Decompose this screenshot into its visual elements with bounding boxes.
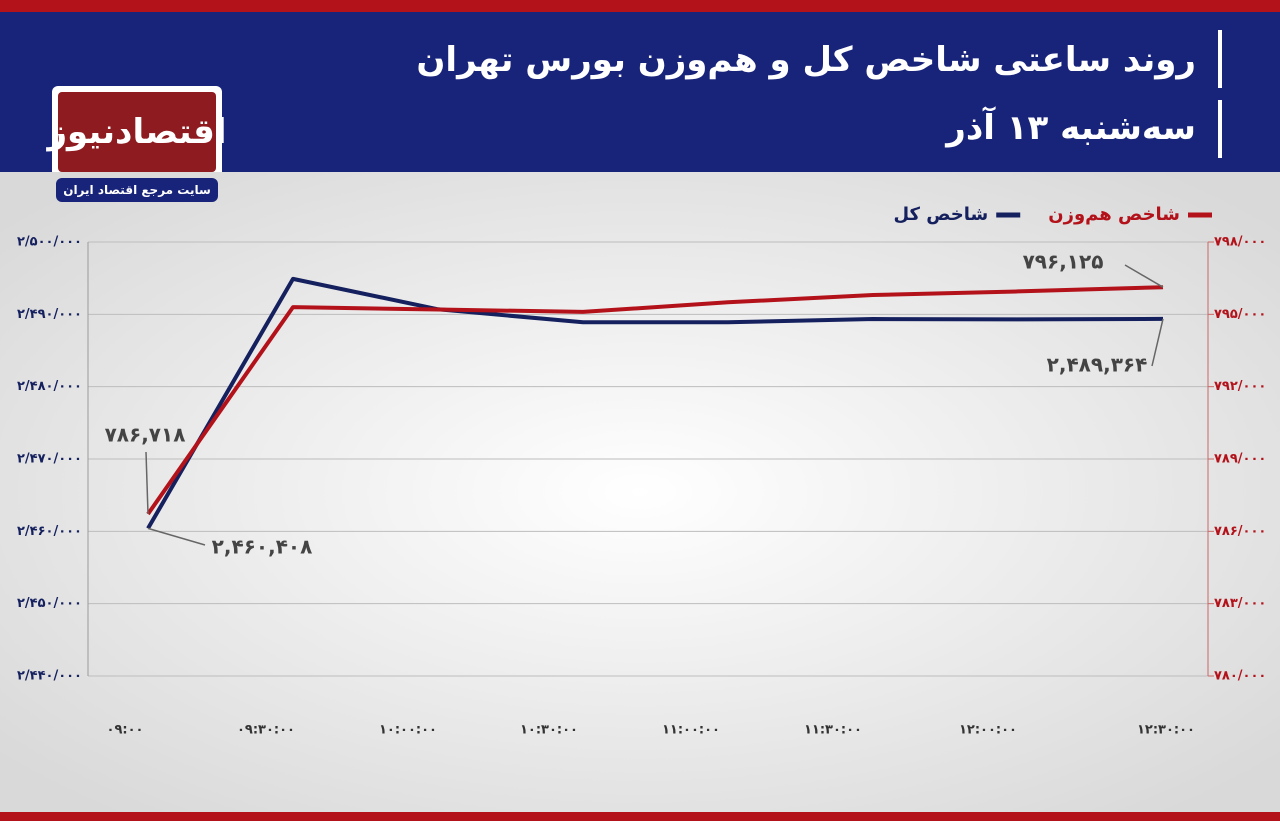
x-tick-label: ۱۱:۳۰:۰۰: [804, 723, 862, 738]
y2-tick-label: ۷۸۶/۰۰۰: [1214, 524, 1266, 539]
bottom-strip: [0, 812, 1280, 821]
y2-tick-label: ۷۹۵/۰۰۰: [1214, 307, 1266, 322]
y-tick-label: ۲/۴۸۰/۰۰۰: [17, 379, 82, 394]
top-strip: [0, 0, 1280, 12]
x-tick-label: ۱۰:۳۰:۰۰: [520, 723, 578, 738]
y2-tick-label: ۷۹۸/۰۰۰: [1214, 235, 1266, 250]
legend-label: شاخص کل: [893, 204, 988, 225]
y2-tick-label: ۷۸۹/۰۰۰: [1214, 452, 1266, 467]
logo: اقتصادنیوز: [47, 86, 227, 172]
label-leader: [147, 527, 206, 546]
x-tick-label: ۱۰:۰۰:۰۰: [379, 723, 437, 738]
title-bar: [1218, 100, 1222, 158]
x-tick-label: ۱۲:۰۰:۰۰: [959, 723, 1017, 738]
legend-label: شاخص هم‌وزن: [1048, 204, 1180, 225]
title-bar: [1218, 30, 1222, 88]
y2-tick-label: ۷۸۰/۰۰۰: [1214, 669, 1266, 684]
x-tick-label: ۰۹:۳۰:۰۰: [237, 723, 295, 738]
y-tick-label: ۲/۴۴۰/۰۰۰: [17, 669, 82, 684]
data-label: ۲,۴۸۹,۳۶۴: [1047, 353, 1148, 377]
series-line: [146, 276, 1164, 530]
data-label: ۲,۴۶۰,۴۰۸: [212, 535, 313, 559]
y-tick-label: ۲/۴۶۰/۰۰۰: [17, 524, 82, 539]
logo-tagline: سایت مرجع اقتصاد ایران: [56, 178, 218, 202]
series-line: [146, 285, 1164, 516]
y2-tick-label: ۷۸۳/۰۰۰: [1214, 596, 1266, 611]
logo-text: اقتصادنیوز: [47, 92, 227, 172]
label-leader: [1124, 264, 1164, 288]
y-tick-label: ۲/۴۹۰/۰۰۰: [17, 307, 82, 322]
data-label: ۷۹۶,۱۲۵: [1023, 250, 1104, 274]
data-label: ۷۸۶,۷۱۸: [105, 423, 186, 447]
y-tick-label: ۲/۴۵۰/۰۰۰: [17, 596, 82, 611]
chart-background: [0, 172, 1280, 812]
x-tick-label: ۱۱:۰۰:۰۰: [662, 723, 720, 738]
x-tick-label: ۰۹:۰۰: [107, 723, 144, 738]
y-tick-label: ۲/۵۰۰/۰۰۰: [17, 235, 82, 250]
chart-subtitle: سه‌شنبه ۱۳ آذر: [946, 108, 1196, 148]
chart-title: روند ساعتی شاخص کل و هم‌وزن بورس تهران: [416, 40, 1196, 80]
label-leader: [1151, 318, 1164, 367]
y-tick-label: ۲/۴۷۰/۰۰۰: [17, 452, 82, 467]
y2-tick-label: ۷۹۲/۰۰۰: [1214, 379, 1266, 394]
x-tick-label: ۱۲:۳۰:۰۰: [1137, 723, 1195, 738]
label-leader: [145, 451, 149, 515]
